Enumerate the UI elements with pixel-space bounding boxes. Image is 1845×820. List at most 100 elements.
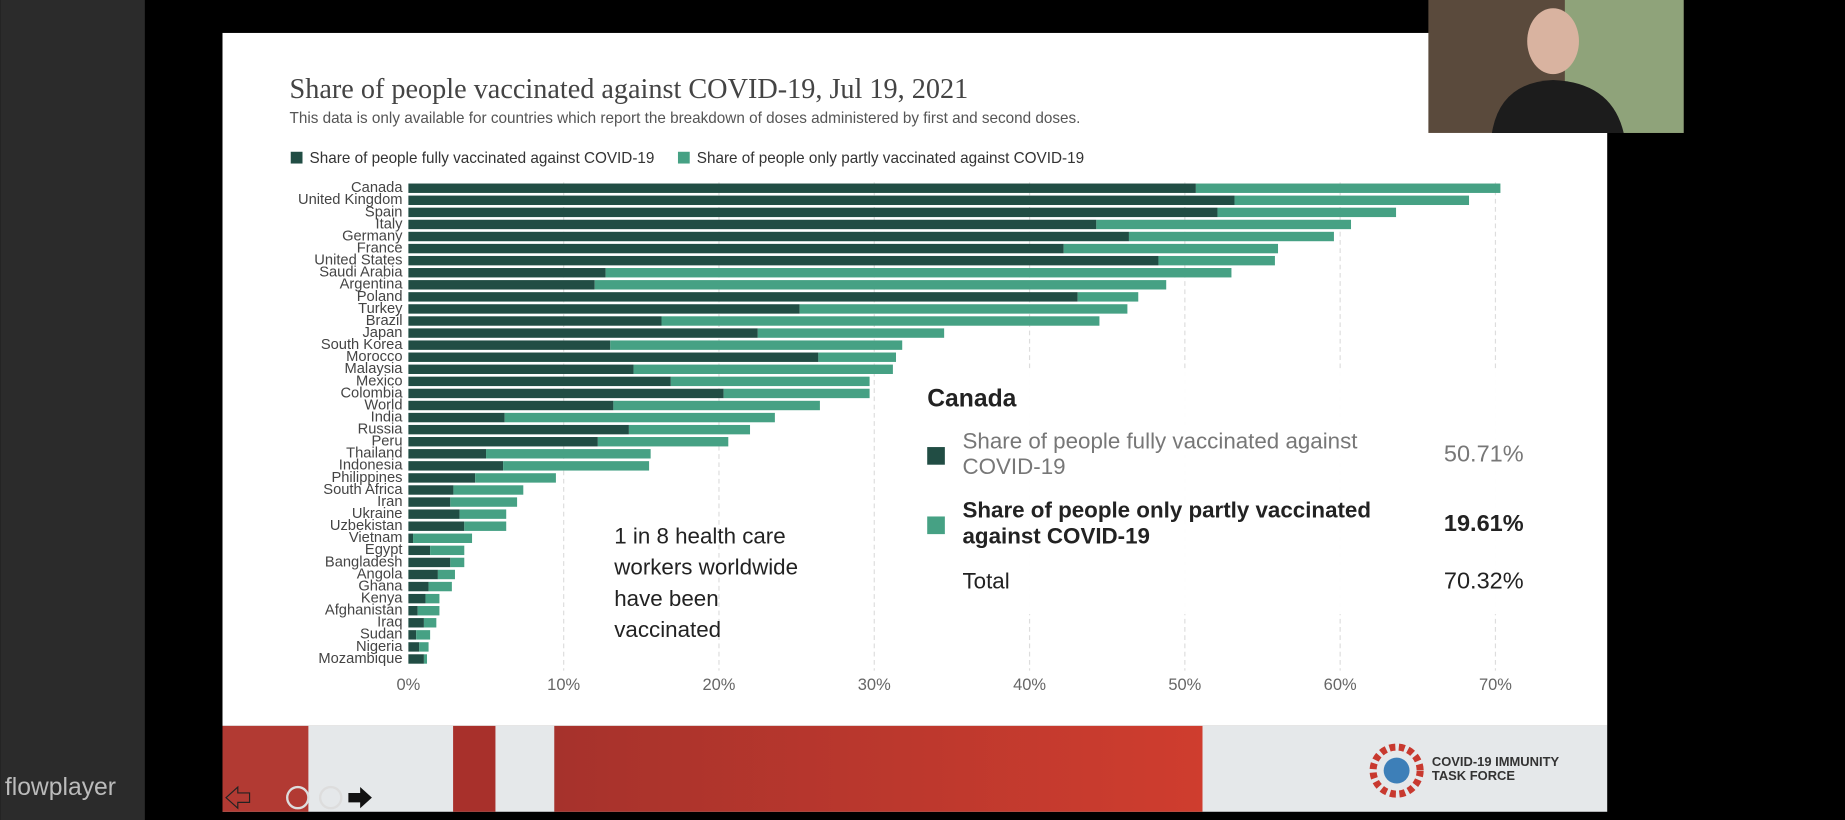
x-tick-label: 0% [396,676,420,694]
tooltip-swatch [927,516,945,535]
bar-segment [459,509,507,519]
bar-segment [423,654,428,664]
tooltip-bg [906,368,1554,615]
y-tick-label: Ukraine [352,506,403,522]
bar-segment [504,412,775,423]
player-brand: flowplayer [5,774,116,801]
y-tick-label: Kenya [361,591,403,607]
bar-segment [408,280,595,290]
y-tick-label: Spain [365,204,403,220]
chart-subtitle: This data is only available for countrie… [290,110,1081,127]
bar-segment [408,593,426,604]
bar-segment [408,642,420,652]
bar-segment [594,280,1167,290]
bar-segment [408,606,418,616]
bar-segment [408,424,629,435]
bar-segment [597,437,729,447]
tooltip-swatch [927,447,945,465]
y-tick-label: World [364,397,402,413]
tooltip-label: against COVID-19 [963,524,1151,549]
bar-segment [425,593,440,604]
y-tick-label: Iran [377,494,402,510]
annotation: vaccinated [614,617,721,642]
bar-segment [408,449,487,459]
bar-segment [408,328,758,338]
y-tick-label: Russia [358,422,404,438]
x-tick-label: 70% [1479,676,1512,694]
bar-segment [408,352,819,362]
y-tick-label: Philippines [331,470,402,486]
bar-segment [408,243,1064,254]
bar-segment [408,195,1235,206]
y-tick-label: Italy [376,216,404,232]
bar-segment [486,449,651,459]
player-side [0,0,145,820]
chart-title: Share of people vaccinated against COVID… [290,74,969,105]
tooltip-label: COVID-19 [963,454,1066,479]
y-tick-label: Morocco [346,349,402,365]
y-tick-label: Saudi Arabia [319,265,403,281]
bar-segment [416,630,431,640]
y-tick-label: United States [314,253,402,269]
bar-segment [408,630,417,640]
bar-segment [799,304,1128,314]
y-tick-label: Indonesia [339,458,404,474]
x-tick-label: 60% [1324,676,1357,694]
x-tick-label: 50% [1168,676,1201,694]
y-tick-label: Poland [357,289,403,305]
next-button[interactable] [348,787,372,809]
footer-block [554,725,1203,812]
menu-button[interactable] [286,785,310,810]
prev-button[interactable] [225,785,251,810]
y-tick-label: South Africa [323,482,403,498]
tooltip-label: Total [963,568,1010,593]
legend-label: Share of people only partly vaccinated a… [697,150,1084,167]
bar-segment [408,388,724,399]
bar-segment [408,364,634,374]
y-tick-label: Colombia [340,385,403,401]
bar-segment [1217,207,1397,218]
y-tick-label: Japan [362,325,402,341]
bar-segment [408,509,460,519]
y-tick-label: Germany [342,228,403,244]
tooltip-value: 50.71% [1444,441,1524,467]
y-tick-label: Bangladesh [325,554,403,570]
y-tick-label: Sudan [360,627,402,643]
annotation: have been [614,586,718,611]
bar-segment [475,473,556,483]
bar-segment [437,569,455,580]
bar-segment [408,400,614,411]
tooltip-label: Share of people fully vaccinated against [963,428,1359,453]
x-tick-label: 40% [1013,676,1046,694]
bar-segment [408,521,465,531]
webcam [1428,0,1684,133]
bar-segment [408,497,451,507]
bar-segment [1063,243,1279,254]
webcam-face [1527,8,1579,75]
bar-segment [408,557,451,568]
bar-segment [633,364,893,374]
y-tick-label: Mexico [356,373,403,389]
controls[interactable] [225,785,372,810]
bar-segment [605,268,1232,278]
tooltip-value: 19.61% [1444,510,1524,536]
bar-segment [408,545,431,556]
logo-icon [1369,743,1424,798]
bar-segment [428,581,452,592]
bar-segment [613,400,820,411]
tooltip-label: Share of people only partly vaccinated [963,498,1372,523]
logo-icon [1383,757,1410,784]
y-tick-label: Vietnam [349,530,403,546]
y-tick-label: Peru [371,434,402,450]
bar-segment [610,340,903,350]
bar-segment [408,485,454,495]
bar-segment [408,533,414,543]
logo-text: COVID-19 IMMUNITY [1432,754,1560,769]
more-button[interactable] [318,785,343,810]
bar-segment [408,618,424,628]
annotation: 1 in 8 health care [614,524,785,549]
x-tick-label: 20% [702,676,735,694]
bar-segment [450,497,518,507]
